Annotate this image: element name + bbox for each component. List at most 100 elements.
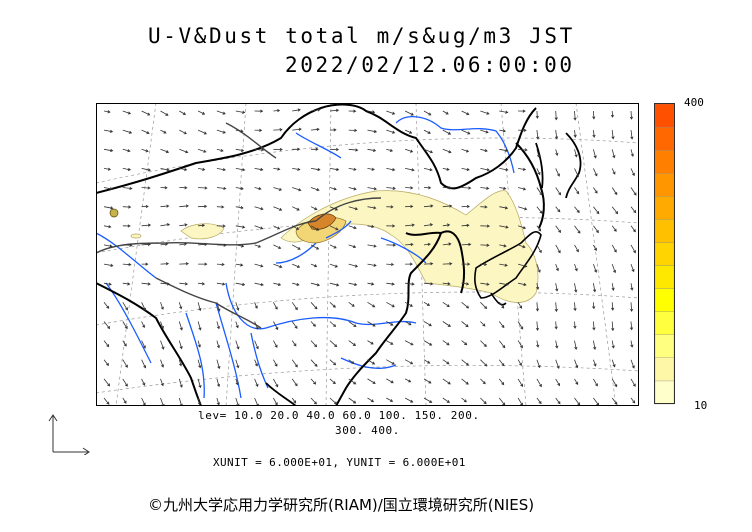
wind-arrow [310, 187, 320, 192]
wind-arrow [235, 186, 244, 191]
wind-arrow [273, 302, 278, 310]
wind-arrow [103, 302, 110, 309]
wind-arrow [574, 397, 581, 406]
wind-arrow [310, 244, 320, 250]
wind-arrow [122, 148, 131, 153]
wind-arrow [291, 378, 298, 387]
wind-arrow [423, 340, 433, 346]
wind-arrow [179, 282, 189, 286]
wind-arrow [574, 244, 579, 253]
wind-arrow [404, 148, 414, 153]
wind-arrow [198, 167, 206, 171]
wind-arrow [122, 359, 128, 368]
wind-arrow [555, 263, 559, 272]
wind-arrow [536, 206, 543, 214]
wind-arrow [160, 204, 170, 208]
contour-levels-line1: lev= 10.0 20.0 40.0 60.0 100. 150. 200. [198, 409, 480, 422]
wind-arrow [461, 129, 471, 135]
wind-arrow [348, 148, 359, 152]
wind-arrow [461, 301, 470, 309]
wind-arrow [160, 148, 170, 154]
wind-arrow [310, 108, 321, 112]
dust-concentration-fill [109, 190, 539, 303]
wind-arrow [630, 340, 634, 348]
wind-arrow [254, 302, 258, 309]
wind-arrow [480, 378, 486, 385]
wind-arrow [574, 225, 581, 234]
wind-arrow [103, 187, 113, 191]
wind-arrow [273, 340, 278, 348]
wind-arrow [404, 378, 412, 383]
wind-arrow [593, 378, 598, 387]
wind-arrow [593, 263, 598, 273]
wind-arrow [593, 187, 598, 194]
colorbar-cell [654, 288, 675, 312]
wind-arrow [329, 147, 340, 152]
wind-arrow [216, 110, 226, 115]
wind-arrow [273, 187, 283, 191]
wind-arrow [273, 167, 281, 171]
wind-arrow [103, 148, 114, 153]
wind-arrow [310, 147, 319, 151]
wind-arrow [348, 109, 357, 113]
wind-arrow [423, 110, 432, 116]
wind-arrow [235, 340, 240, 350]
wind-arrow [517, 321, 524, 330]
wind-arrow [235, 321, 239, 329]
wind-arrow [574, 378, 579, 385]
wind-arrow [630, 187, 637, 196]
wind-arrow [536, 263, 541, 273]
colorbar-cell [654, 219, 675, 243]
wind-arrow [404, 110, 414, 116]
wind-arrow [404, 301, 414, 307]
wind-arrow [141, 148, 149, 153]
wind-arrow [442, 262, 453, 266]
wind-arrow [611, 397, 618, 405]
wind-arrow [329, 128, 337, 132]
wind-arrow [611, 225, 617, 232]
wind-arrow [461, 340, 468, 346]
wind-arrow [367, 187, 377, 191]
wind-arrow [386, 129, 396, 134]
wind-arrow [517, 187, 527, 191]
wind-arrow [405, 262, 414, 266]
wind-arrow [442, 378, 451, 385]
wind-arrow [442, 397, 450, 403]
wind-arrow [611, 321, 615, 332]
wind-arrow [160, 110, 169, 116]
wind-arrow [461, 321, 469, 328]
wind-arrow [367, 378, 376, 384]
wind-arrow [179, 148, 189, 154]
wind-arrow [423, 262, 434, 266]
wind-arrow [367, 301, 376, 308]
wind-arrow [179, 167, 188, 172]
wind-arrow [348, 128, 358, 133]
wind-arrow [517, 302, 522, 309]
wind-arrow [442, 129, 452, 135]
wind-arrow [611, 206, 619, 215]
wind-arrow [386, 205, 394, 209]
wind-arrow [555, 149, 559, 156]
wind-arrow [555, 359, 560, 369]
wind-arrow [423, 223, 434, 227]
wind-arrow [216, 148, 224, 152]
wind-arrow [216, 168, 226, 172]
wind-arrow [499, 110, 509, 114]
wind-arrow [103, 244, 113, 248]
wind-arrow [442, 186, 452, 190]
wind-arrow [629, 110, 634, 120]
wind-arrow [122, 397, 127, 404]
wind-arrow [423, 242, 431, 246]
wind-arrow [310, 225, 320, 231]
wind-arrow [310, 302, 318, 310]
wind-arrow [141, 282, 151, 286]
wind-arrow [103, 263, 114, 267]
wind-arrow [198, 204, 208, 209]
wind-arrow [367, 321, 376, 327]
axis-orientation-icon [48, 414, 90, 455]
wind-arrow [611, 130, 615, 140]
wind-arrow [122, 321, 128, 330]
wind-arrow [517, 244, 526, 249]
wind-arrow [291, 340, 297, 347]
wind-arrow [329, 244, 337, 249]
